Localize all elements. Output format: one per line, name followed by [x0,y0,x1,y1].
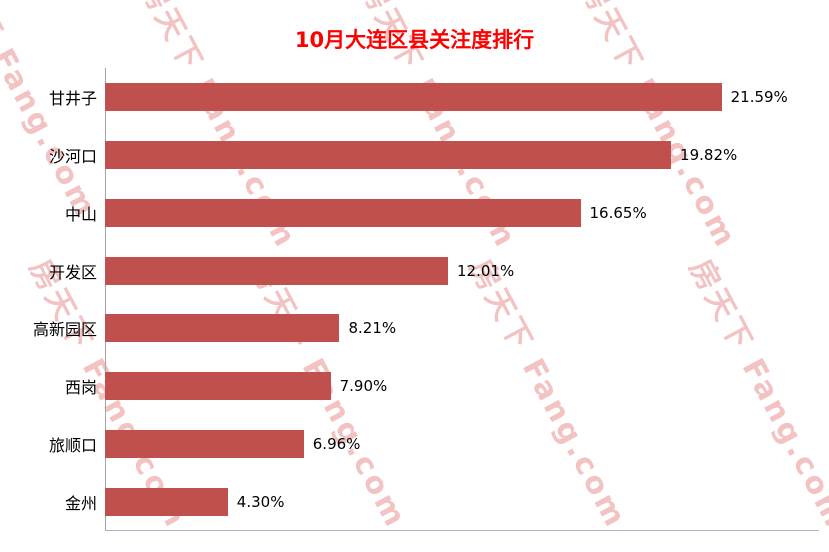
bar [105,198,581,227]
bar [105,140,672,169]
plot-area: 甘井子 21.59% 沙河口 19.82% 中山 16.65% 开发区 12.01% 高新园区 8… [0,68,819,544]
value-label: 6.96% [312,435,361,454]
value-label: 16.65% [589,203,647,222]
bar-track: 12.01% [105,256,819,285]
bar [105,372,331,401]
category-label: 高新园区 [32,320,97,340]
value-label: 8.21% [348,319,397,338]
chart-row: 开发区 12.01% [0,242,819,299]
bar-track: 19.82% [105,140,819,169]
value-label: 7.90% [339,377,388,396]
bar-track: 8.21% [105,314,819,343]
bar [105,488,228,517]
y-axis-line [105,68,106,531]
category-label: 中山 [64,204,97,224]
bar [105,430,304,459]
chart-row: 中山 16.65% [0,184,819,241]
value-label: 4.30% [236,493,285,512]
category-label: 旅顺口 [48,436,97,456]
category-label: 开发区 [48,262,97,282]
category-label: 甘井子 [48,88,97,108]
chart-title: 10月大连区县关注度排行 [294,28,535,52]
chart-row: 旅顺口 6.96% [0,416,819,473]
bar-track: 4.30% [105,488,819,517]
value-label: 19.82% [680,145,738,164]
x-axis-line [105,530,819,531]
bar-track: 7.90% [105,372,819,401]
bar-track: 6.96% [105,430,819,459]
chart-row: 西岗 7.90% [0,358,819,415]
value-label: 21.59% [730,87,788,106]
bar [105,82,722,111]
bar-track: 21.59% [105,82,819,111]
bar [105,314,340,343]
bar [105,256,448,285]
bar-track: 16.65% [105,198,819,227]
chart-row: 高新园区 8.21% [0,300,819,357]
category-label: 沙河口 [48,146,97,166]
category-label: 金州 [64,494,97,514]
bar-rows: 甘井子 21.59% 沙河口 19.82% 中山 16.65% 开发区 12.01% 高新园区 8… [0,68,819,531]
chart-row: 甘井子 21.59% [0,68,819,125]
category-label: 西岗 [64,378,97,398]
chart-row: 金州 4.30% [0,474,819,531]
value-label: 12.01% [457,261,515,280]
chart-row: 沙河口 19.82% [0,126,819,183]
